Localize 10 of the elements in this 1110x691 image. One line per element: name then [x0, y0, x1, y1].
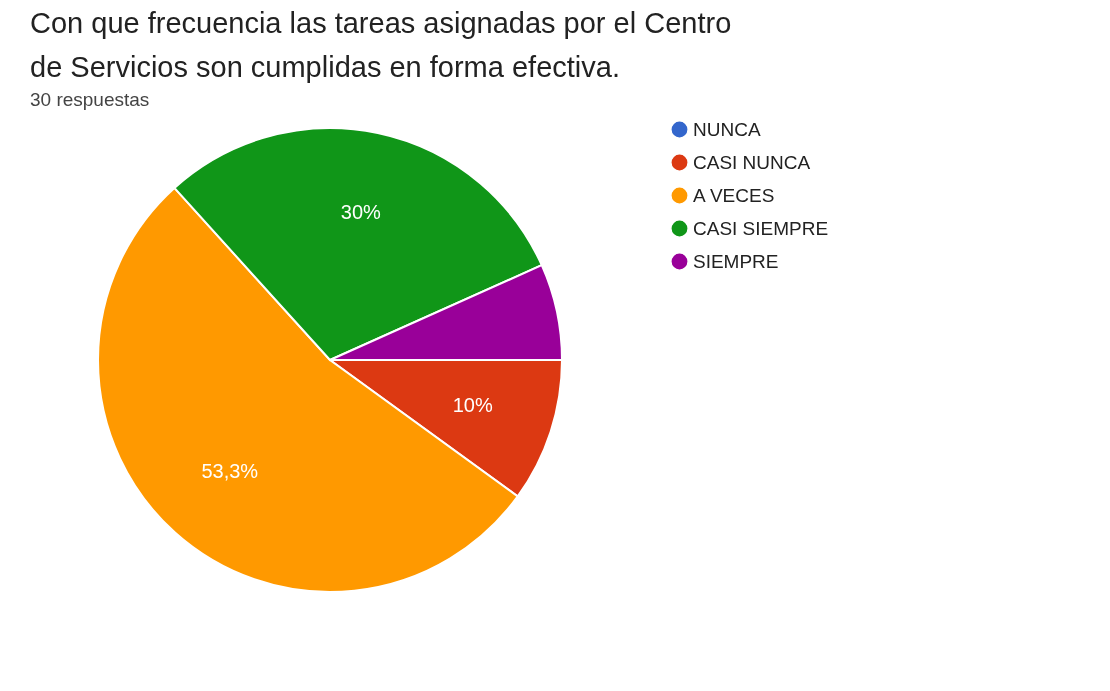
data-label: 30% [340, 201, 382, 224]
legend-label: NUNCA [693, 118, 761, 140]
legend-label: A VECES [693, 184, 775, 206]
data-label: 53,3% [201, 459, 259, 482]
data-label: 10% [452, 394, 493, 417]
legend-label: CASI NUNCA [693, 151, 811, 173]
chart-title: Con que frecuencia las tareas asignadas por el Centro de Servicios son cumplidas en forma efectiva. [30, 7, 732, 83]
legend-label: SIEMPRE [693, 250, 779, 272]
legend-label: CASI SIEMPRE [693, 217, 829, 239]
chart-subtitle: 30 respuestas [30, 89, 150, 110]
